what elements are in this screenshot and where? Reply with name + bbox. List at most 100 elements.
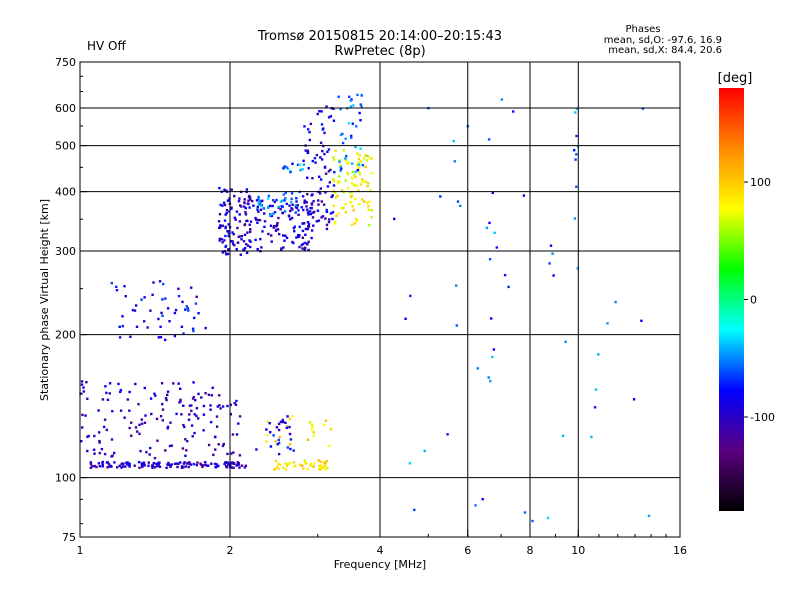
data-point bbox=[323, 464, 327, 467]
data-point bbox=[315, 220, 318, 223]
data-point bbox=[614, 300, 617, 304]
data-point bbox=[318, 467, 321, 471]
data-point bbox=[210, 462, 213, 465]
data-point bbox=[164, 449, 167, 452]
data-point bbox=[103, 452, 107, 456]
data-point bbox=[370, 209, 373, 212]
data-point bbox=[134, 426, 138, 429]
data-point bbox=[333, 191, 337, 194]
data-point bbox=[105, 391, 108, 395]
data-point bbox=[187, 461, 190, 465]
data-point bbox=[332, 178, 335, 181]
data-point bbox=[356, 164, 359, 167]
data-point bbox=[308, 210, 312, 213]
data-point bbox=[85, 381, 88, 384]
data-point bbox=[512, 110, 515, 113]
data-point bbox=[446, 433, 449, 436]
data-point bbox=[232, 233, 235, 236]
y-tick-label: 400 bbox=[55, 186, 76, 199]
data-point bbox=[225, 211, 228, 215]
data-point bbox=[156, 464, 160, 467]
data-point bbox=[337, 212, 340, 215]
data-point bbox=[335, 196, 338, 199]
data-point bbox=[230, 466, 233, 469]
phase-stats-heading: Phases bbox=[625, 24, 660, 35]
data-point bbox=[226, 452, 229, 456]
data-point bbox=[221, 241, 224, 244]
data-point bbox=[351, 177, 354, 180]
data-point bbox=[310, 236, 313, 240]
data-point bbox=[293, 225, 296, 228]
data-point bbox=[277, 428, 281, 432]
data-point bbox=[279, 463, 282, 467]
data-point bbox=[234, 403, 238, 406]
data-point bbox=[275, 225, 278, 228]
data-point bbox=[249, 198, 252, 201]
data-point bbox=[143, 386, 146, 390]
data-point bbox=[346, 186, 350, 190]
data-point bbox=[288, 462, 292, 465]
colorbar-ticks: 100 0 -100 bbox=[744, 176, 775, 424]
data-point bbox=[303, 199, 306, 202]
data-point bbox=[360, 105, 363, 109]
data-point bbox=[244, 211, 247, 214]
data-point bbox=[275, 223, 279, 226]
data-point bbox=[353, 184, 356, 187]
data-point bbox=[101, 465, 104, 468]
data-point bbox=[352, 209, 355, 212]
data-point bbox=[172, 382, 175, 385]
data-point bbox=[323, 166, 327, 169]
data-point bbox=[503, 273, 507, 277]
data-point bbox=[277, 441, 281, 445]
data-point bbox=[338, 160, 341, 163]
data-point bbox=[173, 311, 177, 315]
data-point bbox=[290, 197, 293, 201]
data-point bbox=[289, 447, 292, 451]
data-point bbox=[337, 175, 341, 178]
data-point bbox=[174, 308, 178, 312]
data-point bbox=[226, 199, 230, 202]
data-point bbox=[312, 465, 315, 468]
data-point bbox=[531, 519, 534, 523]
data-point bbox=[333, 222, 336, 225]
data-point bbox=[413, 508, 416, 512]
data-point bbox=[230, 188, 233, 191]
data-point bbox=[119, 390, 122, 394]
data-point bbox=[286, 167, 290, 171]
data-point bbox=[324, 217, 327, 220]
data-point bbox=[157, 317, 160, 321]
data-point bbox=[282, 193, 285, 196]
data-point bbox=[344, 179, 347, 182]
data-point bbox=[240, 464, 244, 467]
data-point bbox=[161, 402, 164, 406]
data-point bbox=[341, 132, 344, 136]
data-point bbox=[231, 231, 234, 234]
data-point bbox=[290, 200, 293, 204]
data-point bbox=[227, 232, 230, 235]
data-point bbox=[149, 309, 152, 312]
data-point bbox=[267, 232, 270, 236]
data-point bbox=[262, 207, 266, 210]
data-point bbox=[357, 170, 361, 173]
y-tick-label: 200 bbox=[55, 329, 76, 342]
data-point bbox=[344, 157, 347, 160]
data-point bbox=[243, 233, 247, 236]
data-point bbox=[282, 420, 285, 424]
data-point bbox=[353, 222, 357, 225]
data-point bbox=[274, 459, 278, 463]
data-point bbox=[224, 213, 227, 216]
data-point bbox=[218, 394, 221, 397]
data-point bbox=[224, 461, 227, 464]
data-point bbox=[364, 154, 367, 157]
data-point bbox=[194, 302, 198, 305]
data-point bbox=[481, 498, 484, 501]
data-point bbox=[330, 195, 333, 199]
data-point bbox=[98, 465, 102, 468]
data-point bbox=[87, 434, 90, 438]
data-point bbox=[306, 467, 309, 471]
data-point bbox=[193, 431, 196, 435]
data-point bbox=[86, 449, 89, 453]
data-point bbox=[552, 274, 555, 277]
data-point bbox=[214, 435, 217, 439]
data-point bbox=[218, 404, 221, 407]
